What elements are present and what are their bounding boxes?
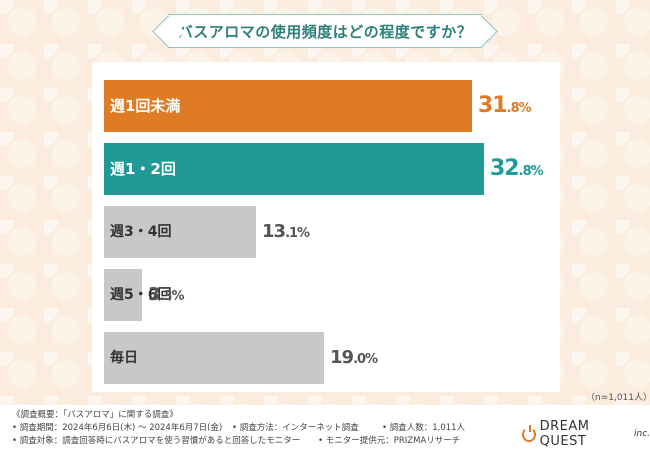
survey-footer: 《調査概要：「バスアロマ」に関する調査》 • 調査期間：2024年6月6日(木)… xyxy=(0,405,650,450)
footer-period: • 調査期間：2024年6月6日(木) ～ 2024年6月7日(金) xyxy=(12,423,223,433)
company-logo: DREAM QUEST inc. xyxy=(522,419,650,449)
sample-size: （n=1,011人） xyxy=(586,393,650,403)
bar-label-0: 週1回未満 xyxy=(110,97,181,115)
logo-suffix: inc. xyxy=(633,429,650,439)
bar-label-3: 週5・6回 xyxy=(110,287,172,303)
footer-heading: 《調査概要：「バスアロマ」に関する調査》 xyxy=(12,410,178,420)
value-label-0: 31.8% xyxy=(478,93,532,118)
bar-3 xyxy=(104,269,142,321)
value-label-2: 13.1% xyxy=(262,221,310,242)
bar-1 xyxy=(104,143,484,195)
bar-0 xyxy=(104,80,472,132)
bar-2 xyxy=(104,206,256,258)
bar-label-1: 週1・2回 xyxy=(110,160,176,178)
value-label-3: 3.3% xyxy=(148,284,185,305)
footer-target: • 調査対象：調査回答時にバスアロマを使う習慣があると回答したモニター xyxy=(12,436,301,446)
footer-method: • 調査方法：インターネット調査 xyxy=(232,423,359,433)
power-icon xyxy=(522,424,536,442)
chart-title: バスアロマの使用頻度はどの程度ですか？ xyxy=(168,14,482,48)
value-label-1: 32.8% xyxy=(490,156,544,181)
bar-label-2: 週3・4回 xyxy=(110,224,172,240)
footer-provider: • モニター提供元：PRIZMAリサーチ xyxy=(318,436,461,446)
bar-4 xyxy=(104,332,324,384)
footer-people: • 調査人数：1,011人 xyxy=(382,423,466,433)
logo-name: DREAM QUEST xyxy=(539,419,590,449)
bar-label-4: 毎日 xyxy=(110,350,138,366)
value-label-4: 19.0% xyxy=(330,347,378,368)
chart-title-text: バスアロマの使用頻度はどの程度ですか？ xyxy=(177,22,473,41)
